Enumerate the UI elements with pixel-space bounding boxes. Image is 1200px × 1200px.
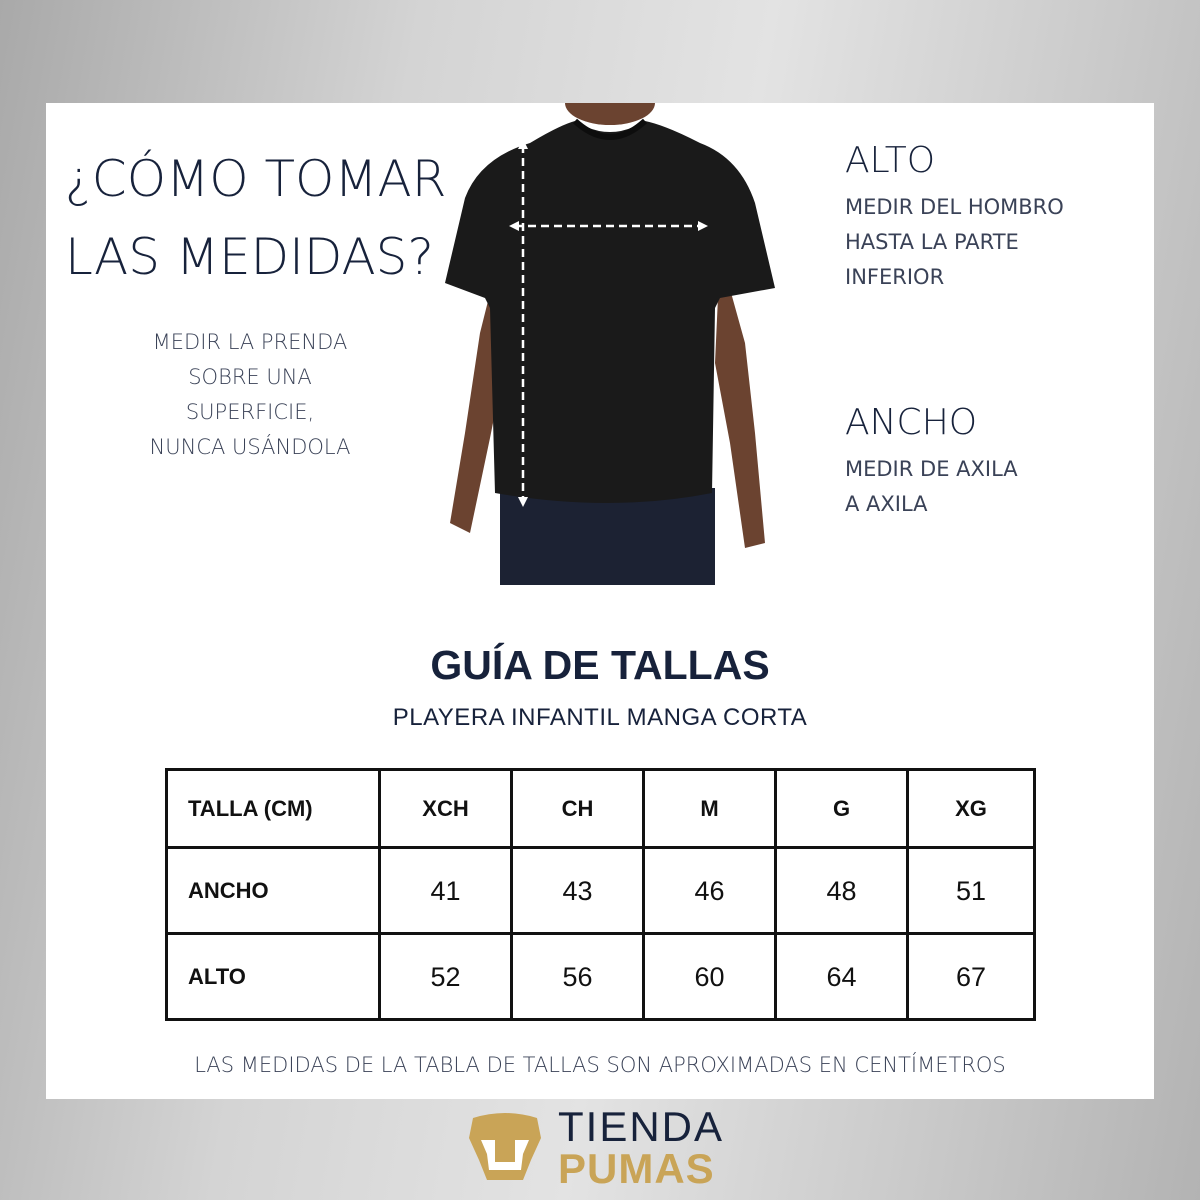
pumas-logo-icon	[469, 1113, 541, 1180]
header-cell: XCH	[378, 768, 513, 849]
alto-description: MEDIR DEL HOMBRO HASTA LA PARTE INFERIOR	[845, 190, 1064, 295]
table-cell: 41	[378, 846, 513, 935]
logo-text-pumas: PUMAS	[558, 1145, 715, 1192]
table-cell: 56	[510, 932, 645, 1021]
size-guide-subtitle: PLAYERA INFANTIL MANGA CORTA	[392, 704, 808, 731]
alto-line: INFERIOR	[845, 265, 945, 289]
table-header-row: TALLA (CM) XCH CH M G XG	[165, 768, 1036, 849]
table-cell: 43	[510, 846, 645, 935]
table-cell: 67	[906, 932, 1036, 1021]
table-cell: 60	[642, 932, 777, 1021]
measure-note: MEDIR LA PRENDA SOBRE UNA SUPERFICIE, NU…	[125, 325, 375, 465]
table-cell: 51	[906, 846, 1036, 935]
ancho-line: A AXILA	[845, 492, 928, 516]
alto-line: MEDIR DEL HOMBRO	[845, 195, 1064, 219]
table-row: ALTO 52 56 60 64 67	[165, 932, 1036, 1021]
logo-text-tienda: TIENDA	[558, 1103, 725, 1150]
header-cell: CH	[510, 768, 645, 849]
heading-line-2: LAS MEDIDAS?	[65, 228, 434, 286]
how-to-measure-heading: ¿CÓMO TOMAR LAS MEDIDAS?	[65, 140, 447, 296]
heading-line-1: ¿CÓMO TOMAR	[65, 150, 447, 208]
size-table: TALLA (CM) XCH CH M G XG ANCHO 41 43 46 …	[165, 768, 1036, 1021]
row-label: ALTO	[165, 932, 381, 1021]
footnote: LAS MEDIDAS DE LA TABLA DE TALLAS SON AP…	[194, 1053, 1006, 1077]
table-cell: 46	[642, 846, 777, 935]
ancho-description: MEDIR DE AXILA A AXILA	[845, 452, 1018, 522]
note-line: SOBRE UNA	[188, 365, 312, 389]
header-cell: XG	[906, 768, 1036, 849]
size-guide-title: GUÍA DE TALLAS	[430, 642, 770, 688]
header-cell: M	[642, 768, 777, 849]
header-cell: TALLA (CM)	[165, 768, 381, 849]
alto-title: ALTO	[845, 140, 936, 181]
header-cell: G	[774, 768, 909, 849]
ancho-line: MEDIR DE AXILA	[845, 457, 1018, 481]
table-cell: 52	[378, 932, 513, 1021]
note-line: MEDIR LA PRENDA	[152, 330, 348, 354]
alto-line: HASTA LA PARTE	[845, 230, 1019, 254]
table-cell: 64	[774, 932, 909, 1021]
child-tshirt-photo	[445, 103, 775, 585]
ancho-title: ANCHO	[845, 402, 978, 443]
table-cell: 48	[774, 846, 909, 935]
table-row: ANCHO 41 43 46 48 51	[165, 846, 1036, 935]
note-line: SUPERFICIE,	[185, 400, 315, 424]
row-label: ANCHO	[165, 846, 381, 935]
note-line: NUNCA USÁNDOLA	[149, 435, 351, 459]
